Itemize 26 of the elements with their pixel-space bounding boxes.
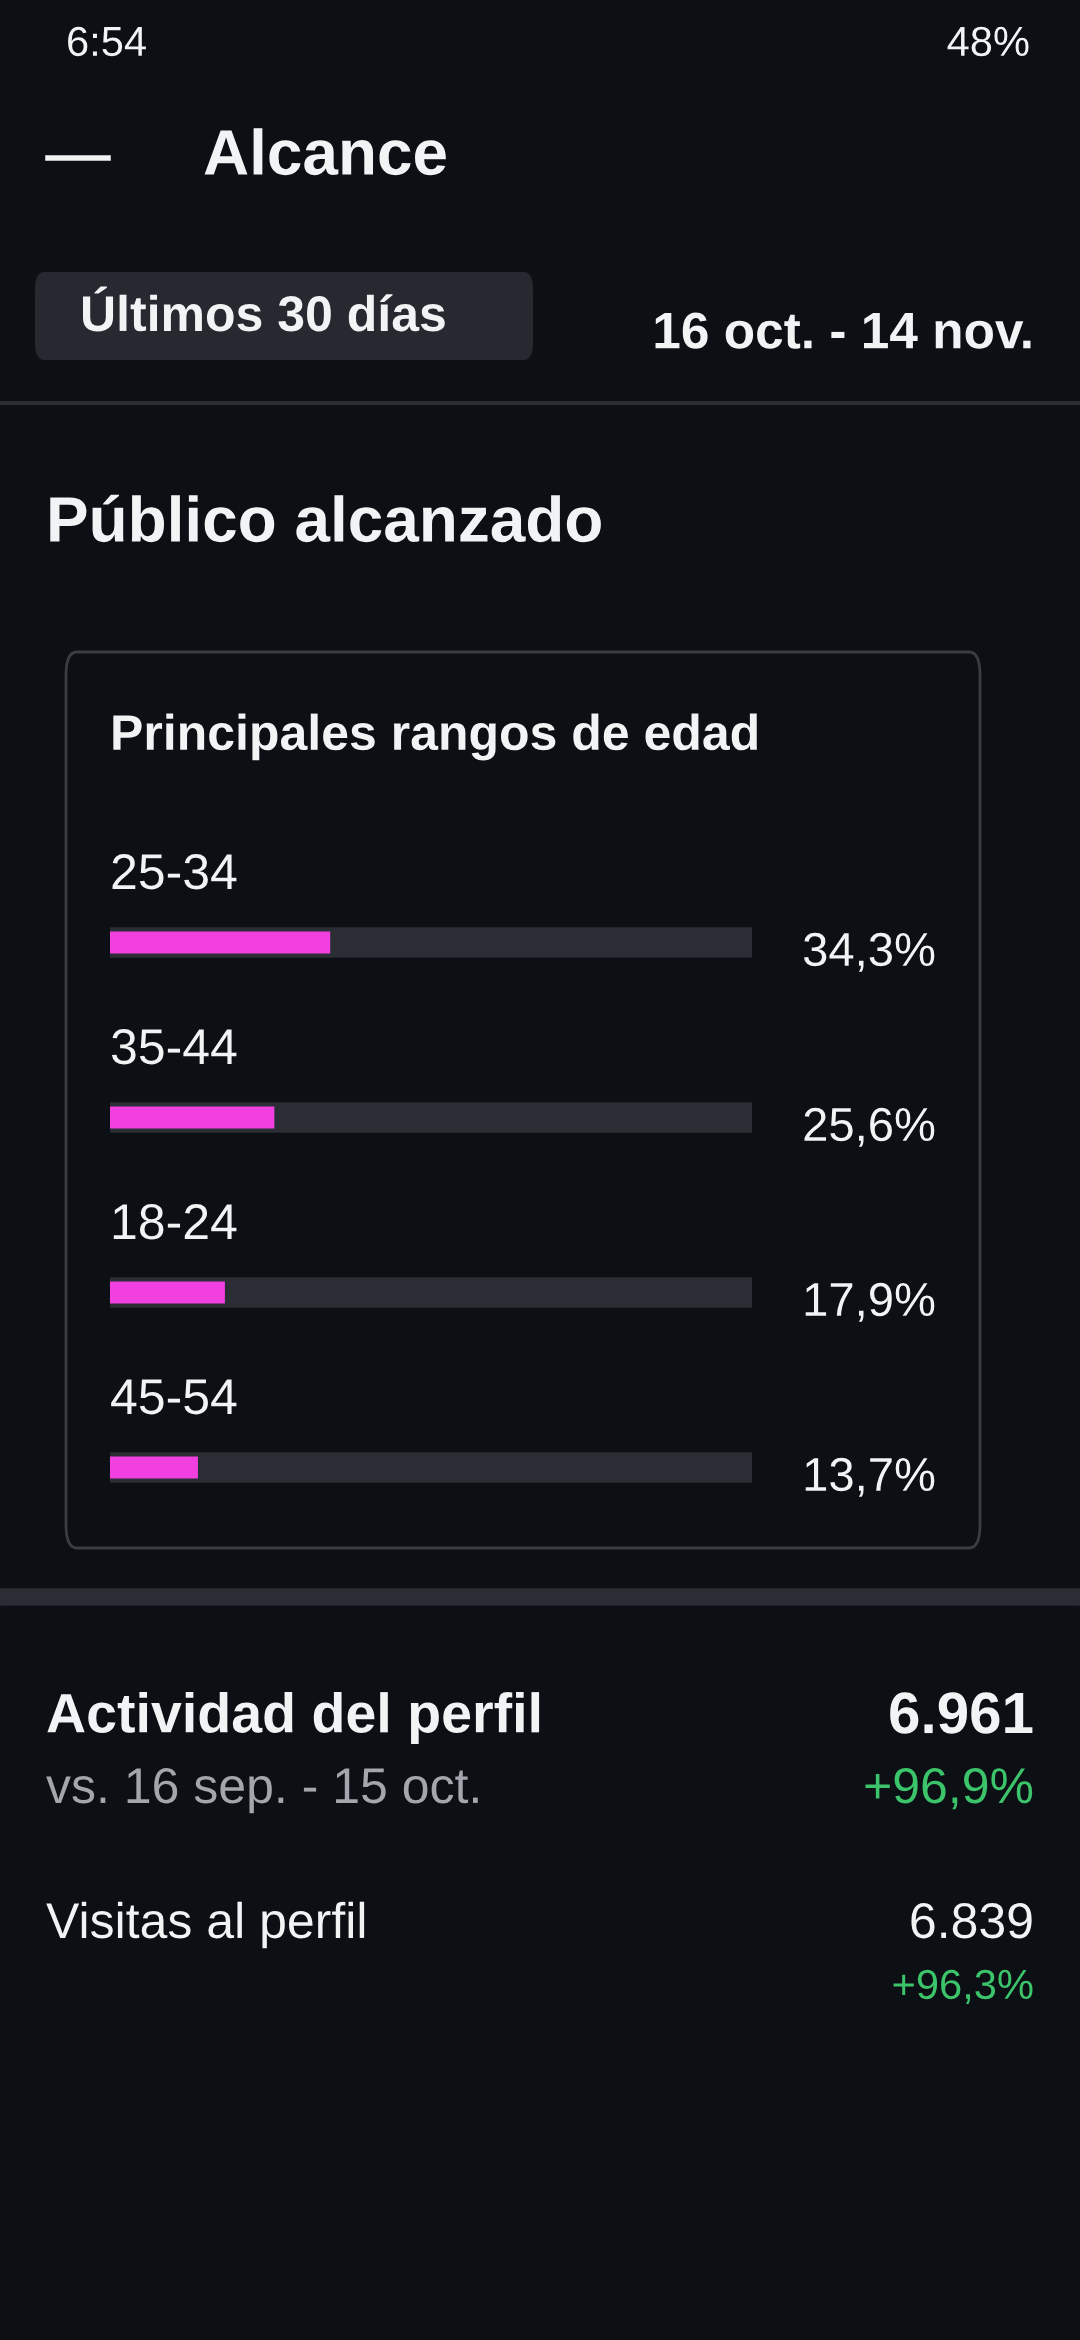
text: +96,9%: [865, 1768, 1033, 1810]
text: +96,3%: [893, 1969, 1033, 2005]
text: vs. 16 sep. - 15 oct.: [46, 1768, 478, 1814]
text: 6.961: [890, 1692, 1033, 1734]
text: 6:54: [68, 26, 146, 57]
y-tick-label: 18-24: [113, 1204, 237, 1240]
data-label: 13,7%: [805, 1457, 935, 1497]
text: Visitas al perfil: [46, 1901, 365, 1949]
bar: [110, 1281, 225, 1304]
text: 6.839: [911, 1903, 1032, 1939]
text: Actividad del perfil: [47, 1692, 540, 1744]
y-tick-label: 45-54: [111, 1379, 237, 1415]
bar: [110, 1106, 275, 1129]
bar: [110, 1456, 198, 1479]
data-label: 25,6%: [804, 1107, 935, 1147]
text: Público alcanzado: [50, 494, 601, 543]
bar: [110, 931, 331, 954]
text: Últimos 30 días: [83, 286, 445, 332]
y-tick-label: 35-44: [111, 1029, 237, 1065]
data-label: 34,3%: [803, 932, 935, 972]
y-tick-label: 25-34: [112, 854, 237, 890]
chart-title: Principales rangos de edad: [113, 713, 757, 761]
text: 16 oct. - 14 nov.: [655, 312, 1031, 349]
text: 48%: [947, 26, 1029, 57]
text: Alcance: [204, 128, 446, 176]
data-label: 17,9%: [805, 1282, 935, 1322]
